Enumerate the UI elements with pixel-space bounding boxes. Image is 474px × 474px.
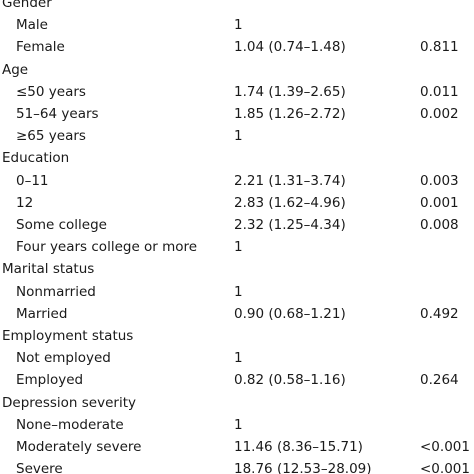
row-label: Nonmarried xyxy=(16,283,96,300)
p-value: 0.011 xyxy=(420,83,459,100)
odds-ratio: 1.04 (0.74–1.48) xyxy=(234,39,346,56)
row-label: ≥65 years xyxy=(16,128,86,145)
group-label: Depression severity xyxy=(2,394,136,411)
row-label: ≤50 years xyxy=(16,83,86,100)
odds-ratio: 1.85 (1.26–2.72) xyxy=(234,106,346,122)
odds-ratio: 1.74 (1.39–2.65) xyxy=(234,83,346,100)
odds-ratio: 1 xyxy=(234,128,243,145)
group-label: Age xyxy=(2,61,29,78)
p-value: 0.002 xyxy=(420,106,459,122)
odds-ratio: 0.90 (0.68–1.21) xyxy=(234,305,346,322)
group-label: Marital status xyxy=(2,261,95,278)
group-label: Gender xyxy=(2,0,52,11)
odds-ratio: 1 xyxy=(234,416,243,433)
p-value: 0.264 xyxy=(420,372,459,389)
row-label: 12 xyxy=(16,194,34,211)
row-label: Employed xyxy=(16,372,84,389)
p-value: 0.003 xyxy=(420,172,459,189)
row-label: Moderately severe xyxy=(16,439,142,455)
row-label: Not employed xyxy=(16,350,111,367)
p-value: 0.492 xyxy=(420,305,459,322)
row-label: Severe xyxy=(16,461,63,474)
row-label: None–moderate xyxy=(16,416,124,433)
odds-ratio: 11.46 (8.36–15.71) xyxy=(234,439,363,455)
odds-ratio: 2.32 (1.25–4.34) xyxy=(234,217,346,233)
p-value: 0.008 xyxy=(420,217,459,233)
row-label: Married xyxy=(16,305,68,322)
row-label: Male xyxy=(16,17,48,34)
row-label: Some college xyxy=(16,217,107,233)
odds-ratio: 1 xyxy=(234,239,243,256)
odds-ratio: 1 xyxy=(234,17,243,34)
p-value: 0.811 xyxy=(420,39,459,56)
row-label: Female xyxy=(16,39,65,56)
row-label: Four years college or more xyxy=(16,239,198,256)
group-label: Education xyxy=(2,150,70,167)
odds-ratio: 1 xyxy=(234,283,243,300)
odds-ratio: 2.21 (1.31–3.74) xyxy=(234,172,346,189)
row-label: 51–64 years xyxy=(16,106,99,122)
p-value: <0.001 xyxy=(420,461,470,474)
row-label: 0–11 xyxy=(16,172,49,189)
odds-ratio: 18.76 (12.53–28.09) xyxy=(234,461,372,474)
p-value: 0.001 xyxy=(420,194,459,211)
p-value: <0.001 xyxy=(420,439,470,455)
odds-ratio: 0.82 (0.58–1.16) xyxy=(234,372,346,389)
odds-ratio: 1 xyxy=(234,350,243,367)
odds-ratio: 2.83 (1.62–4.96) xyxy=(234,194,346,211)
group-label: Employment status xyxy=(2,328,134,344)
